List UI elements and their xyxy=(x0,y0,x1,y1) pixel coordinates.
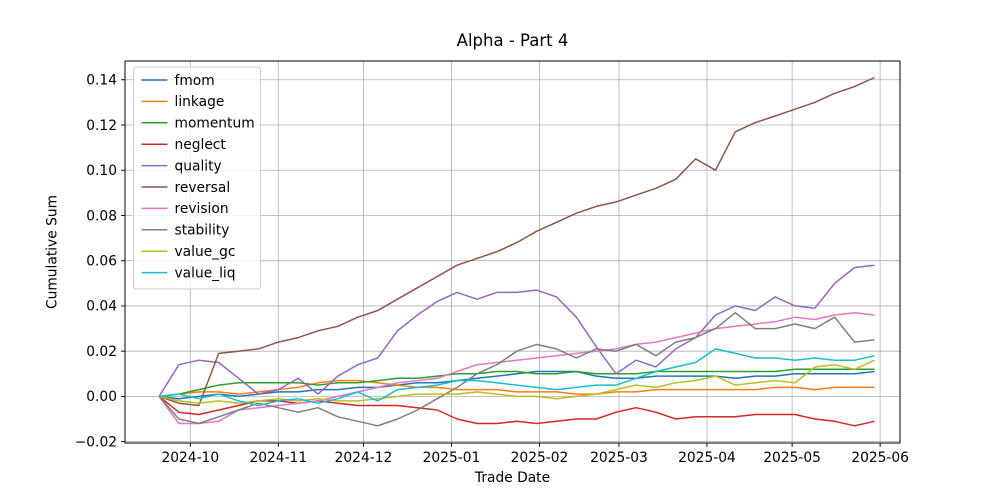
series-lines xyxy=(158,76,875,427)
x-tick-label: 2025-04 xyxy=(678,450,736,466)
x-tick-label: 2024-12 xyxy=(335,450,393,466)
series-line-fmom xyxy=(159,370,875,400)
legend-label-value_liq: value_liq xyxy=(175,265,236,281)
plot-border xyxy=(124,60,901,444)
legend-label-neglect: neglect xyxy=(175,137,227,153)
x-tick-label: 2025-02 xyxy=(511,450,569,466)
chart-title: Alpha - Part 4 xyxy=(457,31,569,50)
x-axis-label: Trade Date xyxy=(474,470,550,486)
y-tick-label: 0.12 xyxy=(86,118,117,134)
y-axis-label: Cumulative Sum xyxy=(45,195,61,309)
x-tick-label: 2024-11 xyxy=(249,450,307,466)
legend: fmom linkage momentum neglect quality reversa… xyxy=(133,66,261,290)
x-tick-label: 2025-03 xyxy=(590,450,648,466)
legend-label-fmom: fmom xyxy=(175,73,215,89)
legend-label-reversal: reversal xyxy=(175,180,231,196)
legend-label-quality: quality xyxy=(175,158,222,174)
y-tick-label: 0.08 xyxy=(86,208,117,224)
x-tick-label: 2024-10 xyxy=(161,450,219,466)
series-line-reversal xyxy=(158,76,875,407)
legend-label-stability: stability xyxy=(175,223,230,239)
y-tick-label: 0.14 xyxy=(86,73,117,89)
y-tick-label: 0.04 xyxy=(86,299,117,315)
y-tick-label: 0.00 xyxy=(86,389,117,405)
y-tick-label: −0.02 xyxy=(75,434,117,450)
legend-label-momentum: momentum xyxy=(175,116,255,132)
series-line-value_gc xyxy=(158,359,875,404)
x-tick-label: 2025-06 xyxy=(851,450,909,466)
axis-ticks: −0.02 0.00 0.02 0.04 0.06 0.08 0.10 0.12 0.14 202… xyxy=(75,73,909,466)
series-line-revision xyxy=(158,311,875,425)
y-tick-label: 0.10 xyxy=(86,163,117,179)
x-tick-label: 2025-05 xyxy=(763,450,821,466)
series-line-value_liq xyxy=(159,348,875,407)
x-tick-label: 2025-01 xyxy=(423,450,481,466)
y-tick-label: 0.02 xyxy=(86,344,117,360)
legend-label-linkage: linkage xyxy=(175,94,225,110)
series-line-quality xyxy=(158,264,875,397)
series-line-stability xyxy=(158,311,875,427)
series-line-neglect xyxy=(158,395,875,427)
legend-label-value_gc: value_gc xyxy=(175,244,236,260)
legend-label-revision: revision xyxy=(175,201,229,217)
series-line-momentum xyxy=(159,368,875,398)
y-tick-label: 0.06 xyxy=(86,254,117,270)
